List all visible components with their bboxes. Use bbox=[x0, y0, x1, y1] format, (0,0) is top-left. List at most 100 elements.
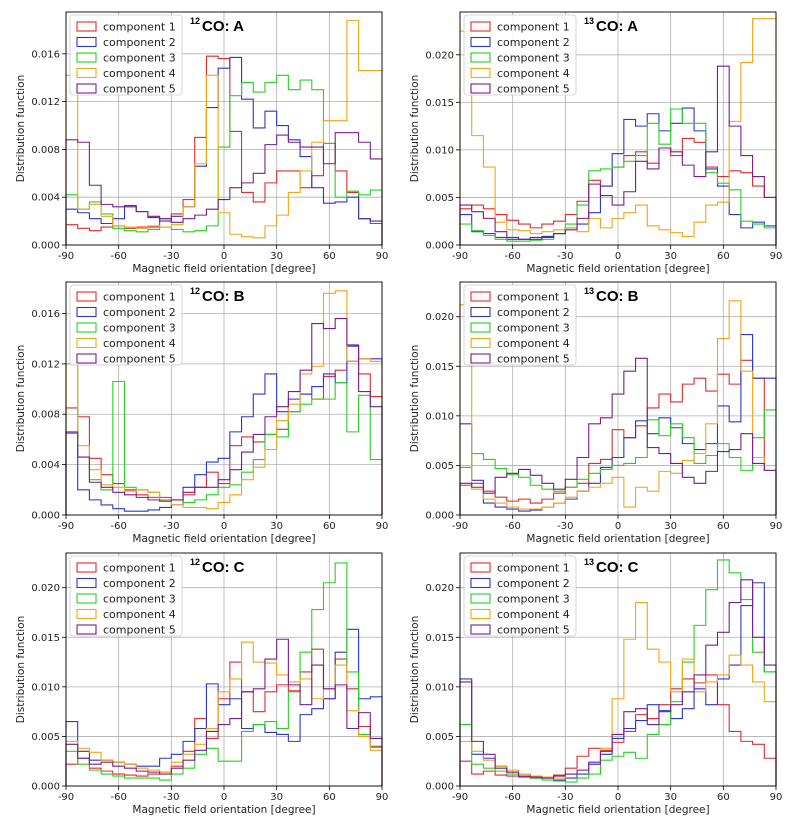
legend-swatch-component-3 bbox=[76, 322, 97, 333]
legend-label-component-3: component 3 bbox=[497, 52, 570, 65]
x-tick-label: 60 bbox=[717, 792, 730, 803]
x-tick-label: 90 bbox=[376, 251, 389, 262]
panel-12co-a: -90 -60 -30 0 30 60 90 0.000 0.004 0.008 0.012 0.01… bbox=[0, 0, 394, 275]
legend-label-component-4: component 4 bbox=[497, 608, 570, 621]
x-tick-label: -90 bbox=[58, 792, 74, 803]
y-tick-label: 0.000 bbox=[31, 511, 60, 522]
x-tick-label: 60 bbox=[323, 792, 336, 803]
y-tick-label: 0.010 bbox=[31, 682, 60, 693]
x-tick-label: -90 bbox=[452, 792, 468, 803]
panel-13co-c: -90 -60 -30 0 30 60 90 0.000 0.005 0.010 0.015 0.02… bbox=[394, 541, 788, 816]
x-tick-label: -30 bbox=[557, 521, 573, 532]
y-tick-label: 0.000 bbox=[31, 241, 60, 252]
legend-label-component-5: component 5 bbox=[103, 624, 176, 637]
title-text: CO: A bbox=[596, 18, 638, 35]
legend-swatch-component-4 bbox=[76, 337, 97, 349]
y-axis-label: Distribution function bbox=[409, 75, 421, 183]
legend-swatch-component-3 bbox=[76, 52, 97, 63]
x-tick-label: 60 bbox=[323, 251, 336, 262]
series-component-5 bbox=[459, 65, 777, 245]
x-tick-label: -30 bbox=[163, 521, 179, 532]
legend-swatch-component-1 bbox=[76, 562, 97, 573]
series-component-1 bbox=[459, 359, 777, 515]
legend-label-component-1: component 1 bbox=[497, 562, 570, 575]
legend-swatch-component-3 bbox=[470, 52, 491, 63]
panel-title: 13 CO: C bbox=[584, 557, 639, 576]
x-axis-label: Magnetic field orientation [degree] bbox=[526, 533, 709, 545]
legend-label-component-5: component 5 bbox=[497, 353, 570, 366]
legend-swatch-component-4 bbox=[470, 337, 491, 349]
series-component-1 bbox=[459, 674, 777, 786]
legend-swatch-component-4 bbox=[470, 67, 491, 79]
x-tick-label: 30 bbox=[664, 792, 677, 803]
legend-box bbox=[69, 555, 183, 637]
y-tick-label: 0.020 bbox=[425, 583, 454, 594]
x-tick-label: 0 bbox=[615, 521, 621, 532]
y-tick-label: 0.005 bbox=[425, 461, 454, 472]
title-isotope: 13 bbox=[584, 557, 594, 567]
y-tick-label: 0.000 bbox=[425, 241, 454, 252]
legend-swatch-component-2 bbox=[470, 577, 491, 589]
title-text: CO: C bbox=[202, 559, 245, 576]
y-tick-label: 0.005 bbox=[425, 193, 454, 204]
legend-label-component-1: component 1 bbox=[497, 21, 570, 34]
x-tick-label: -30 bbox=[163, 251, 179, 262]
series-component-4 bbox=[459, 18, 777, 245]
series-line-component-2 bbox=[65, 345, 383, 515]
panel-title: 13 CO: A bbox=[584, 16, 638, 35]
legend-box bbox=[463, 14, 577, 96]
x-tick-label: 60 bbox=[717, 251, 730, 262]
y-axis-label: Distribution function bbox=[409, 616, 421, 724]
y-tick-label: 0.008 bbox=[31, 145, 60, 156]
x-tick-label: 90 bbox=[376, 521, 389, 532]
x-tick-label: 0 bbox=[615, 251, 621, 262]
series-component-5 bbox=[65, 638, 383, 786]
series-component-3 bbox=[459, 559, 777, 786]
x-axis-label: Magnetic field orientation [degree] bbox=[526, 263, 709, 275]
y-axis-label: Distribution function bbox=[409, 345, 421, 453]
series-line-component-5 bbox=[459, 65, 777, 245]
legend-swatch-component-1 bbox=[76, 21, 97, 32]
title-isotope: 12 bbox=[190, 16, 200, 26]
series-line-component-3 bbox=[459, 559, 777, 786]
x-tick-label: 90 bbox=[376, 792, 389, 803]
x-tick-label: 0 bbox=[615, 792, 621, 803]
chart-svg: -90 -60 -30 0 30 60 90 0.000 0.004 0.008 0.012 0.01… bbox=[15, 11, 389, 275]
series-line-component-1 bbox=[459, 359, 777, 515]
legend-label-component-3: component 3 bbox=[497, 593, 570, 606]
y-tick-label: 0.004 bbox=[31, 460, 60, 471]
y-axis-label: Distribution function bbox=[15, 345, 27, 453]
y-axis-label: Distribution function bbox=[15, 75, 27, 183]
series-line-component-3 bbox=[459, 409, 777, 515]
legend-swatch-component-2 bbox=[470, 306, 491, 318]
x-tick-label: 30 bbox=[270, 251, 283, 262]
legend-swatch-component-2 bbox=[76, 306, 97, 318]
legend-swatch-component-3 bbox=[470, 322, 491, 333]
legend: component 1 component 2 component 3 compone… bbox=[69, 14, 183, 96]
y-tick-label: 0.010 bbox=[425, 411, 454, 422]
legend-swatch-component-1 bbox=[470, 562, 491, 573]
y-tick-label: 0.015 bbox=[425, 98, 454, 109]
title-isotope: 13 bbox=[584, 16, 594, 26]
legend: component 1 component 2 component 3 compone… bbox=[69, 284, 183, 366]
panel-13co-b: -90 -60 -30 0 30 60 90 0.000 0.005 0.010 0.015 0.02… bbox=[394, 270, 788, 545]
legend-label-component-4: component 4 bbox=[103, 337, 176, 350]
legend-label-component-5: component 5 bbox=[103, 353, 176, 366]
series-line-component-5 bbox=[65, 132, 383, 245]
y-tick-label: 0.000 bbox=[425, 782, 454, 793]
legend-swatch-component-5 bbox=[470, 624, 491, 635]
panel-13co-a: -90 -60 -30 0 30 60 90 0.000 0.005 0.010 0.015 0.02… bbox=[394, 0, 788, 275]
x-tick-label: -60 bbox=[110, 792, 126, 803]
x-tick-label: 0 bbox=[221, 521, 227, 532]
x-tick-label: -60 bbox=[504, 251, 520, 262]
series-line-component-5 bbox=[459, 579, 777, 786]
y-tick-label: 0.012 bbox=[31, 359, 60, 370]
title-isotope: 12 bbox=[190, 286, 200, 296]
y-tick-label: 0.000 bbox=[425, 511, 454, 522]
series-line-component-2 bbox=[65, 56, 383, 245]
legend-label-component-1: component 1 bbox=[497, 291, 570, 304]
legend-swatch-component-4 bbox=[76, 67, 97, 79]
y-tick-label: 0.012 bbox=[31, 97, 60, 108]
legend-label-component-4: component 4 bbox=[103, 67, 176, 80]
panel-title: 12 CO: C bbox=[190, 557, 245, 576]
